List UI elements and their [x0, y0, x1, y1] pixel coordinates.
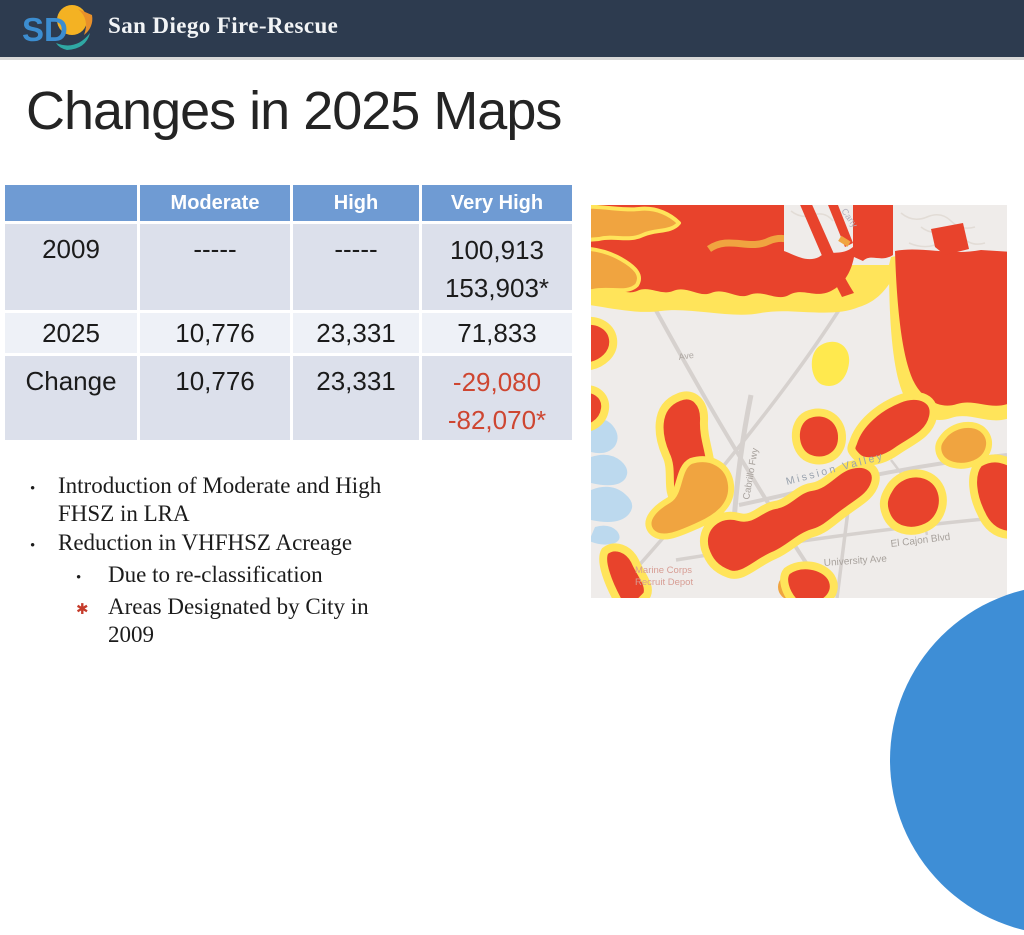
hazard-very-high-blobs — [591, 317, 1007, 598]
bullet-list: • Introduction of Moderate and High FHSZ… — [30, 472, 428, 650]
header-divider — [0, 57, 1024, 60]
table-cell-2009-moderate: ----- — [140, 224, 290, 310]
hazard-very-high-zone — [895, 249, 1007, 406]
value-line: 100,913 — [450, 235, 544, 265]
bullet-text: Reduction in VHFHSZ Acreage — [58, 530, 353, 555]
value-line: -29,080 — [452, 367, 542, 397]
map-label-marine-corps: Marine Corps — [635, 565, 692, 576]
list-item: • Introduction of Moderate and High FHSZ… — [30, 472, 428, 528]
bullet-text: Due to re-classification — [108, 562, 323, 587]
column-header-very-high: Very High — [422, 185, 572, 221]
column-header-blank — [5, 185, 137, 221]
hazard-canyon-strips — [800, 205, 854, 297]
logo-swoosh-shape — [78, 9, 93, 35]
fire-hazard-map: Cany Ave Cabrillo Fwy Mission Valley El … — [591, 205, 1007, 598]
bullet-dot-icon: • — [76, 570, 82, 586]
bullet-dot-icon: • — [30, 538, 36, 554]
brand-title: San Diego Fire-Rescue — [108, 13, 339, 38]
table-cell-2009-very-high: 100,913 153,903* — [422, 224, 572, 310]
table-row-change-label: Change — [5, 356, 137, 440]
table-cell-change-very-high: -29,080 -82,070* — [422, 356, 572, 440]
list-item: • Reduction in VHFHSZ Acreage — [30, 529, 428, 560]
hazard-red-chunk — [931, 223, 969, 255]
bullet-text: Areas Designated by City in 2009 — [108, 594, 369, 647]
map-label-university-ave: University Ave — [823, 554, 887, 569]
map-label-recruit-depot: Recruit Depot — [635, 577, 693, 588]
table-row-2009-label: 2009 — [5, 224, 137, 310]
table-row-2025-label: 2025 — [5, 313, 137, 353]
bullet-text: Introduction of Moderate and High FHSZ i… — [58, 473, 382, 526]
logo-wave-shape — [56, 33, 90, 50]
hazard-moderate-blob — [811, 341, 850, 386]
list-subitem: ✱ Areas Designated by City in 2009 — [76, 593, 428, 649]
map-label-ave: Ave — [678, 350, 695, 362]
table-cell-change-high: 23,331 — [293, 356, 419, 440]
sd-logo-icon: SD — [22, 5, 93, 50]
list-subitem: • Due to re-classification — [76, 561, 428, 592]
table-cell-2025-very-high: 71,833 — [422, 313, 572, 353]
column-header-high: High — [293, 185, 419, 221]
corner-accent-shape — [890, 585, 1024, 935]
red-asterisk-icon: ✱ — [76, 602, 89, 618]
page-title: Changes in 2025 Maps — [26, 81, 562, 141]
table-cell-2025-high: 23,331 — [293, 313, 419, 353]
hazard-very-high-blob — [780, 561, 838, 598]
bullet-dot-icon: • — [30, 481, 36, 497]
fhsz-acreage-table: Moderate High Very High 2009 ----- -----… — [5, 185, 572, 440]
header-bar: SD San Diego Fire-Rescue — [0, 0, 1024, 57]
table-cell-change-moderate: 10,776 — [140, 356, 290, 440]
value-line: 153,903* — [444, 272, 550, 303]
table-cell-2025-moderate: 10,776 — [140, 313, 290, 353]
hazard-high-zone — [591, 205, 681, 294]
value-line: -82,070* — [447, 404, 547, 435]
hazard-high-dash — [838, 235, 851, 247]
column-header-moderate: Moderate — [140, 185, 290, 221]
table-cell-2009-high: ----- — [293, 224, 419, 310]
hazard-high-blobs — [645, 421, 993, 540]
logo-sun-shape — [57, 5, 87, 35]
logo-text: SD — [22, 11, 68, 48]
